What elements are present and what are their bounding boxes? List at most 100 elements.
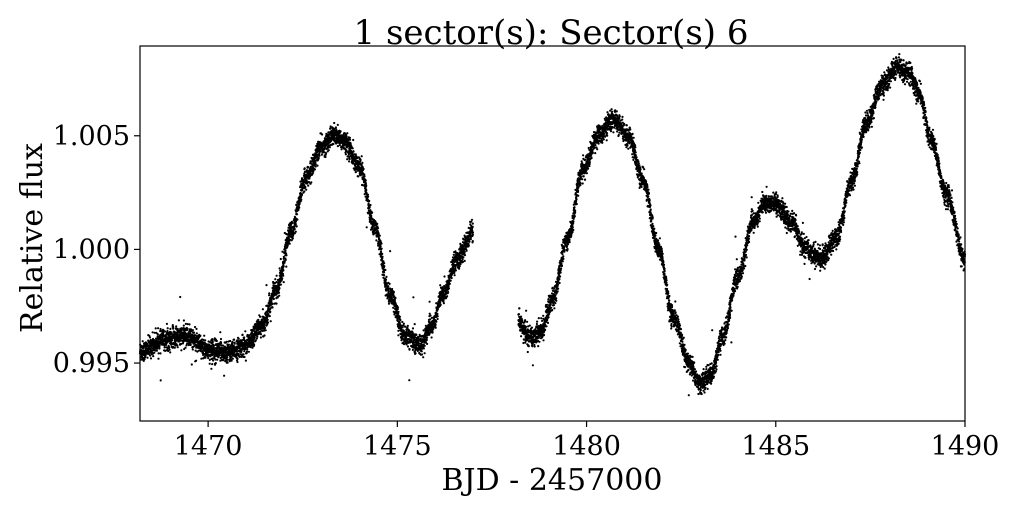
data-point	[546, 321, 550, 324]
data-point	[253, 336, 256, 339]
data-point	[231, 357, 234, 360]
data-point	[566, 243, 570, 246]
data-point	[408, 348, 411, 351]
data-point	[243, 336, 246, 339]
data-point	[186, 323, 189, 326]
data-point	[422, 347, 425, 350]
data-point	[276, 296, 279, 299]
data-point	[430, 336, 433, 339]
data-point	[332, 142, 335, 146]
data-point	[443, 275, 446, 278]
data-point	[320, 153, 323, 156]
data-point	[568, 241, 571, 244]
data-point	[468, 240, 471, 243]
data-point	[172, 326, 175, 329]
data-point	[241, 333, 244, 336]
data-point	[561, 253, 564, 256]
data-point	[246, 348, 249, 351]
data-point	[216, 358, 219, 361]
data-point	[275, 302, 278, 305]
data-point	[352, 150, 355, 153]
data-point	[264, 329, 267, 332]
data-point	[420, 353, 424, 356]
data-point	[447, 291, 450, 294]
data-point	[263, 326, 267, 330]
data-point	[240, 350, 243, 353]
data-point	[169, 327, 172, 330]
data-point	[142, 359, 145, 362]
data-point	[193, 335, 196, 338]
data-point	[204, 339, 207, 342]
data-point	[471, 231, 475, 234]
data-point	[238, 355, 241, 358]
data-point	[537, 336, 541, 339]
data-point	[420, 350, 423, 353]
data-point	[303, 190, 306, 193]
data-point	[199, 334, 202, 337]
data-point	[271, 303, 274, 306]
data-point	[281, 277, 284, 280]
data-point	[519, 315, 523, 318]
data-point	[220, 342, 223, 345]
data-point	[384, 278, 388, 281]
data-point	[318, 154, 321, 157]
data-point	[301, 188, 304, 192]
data-point	[232, 345, 235, 348]
data-point	[272, 297, 275, 301]
data-point	[166, 327, 169, 330]
data-point	[261, 308, 264, 311]
data-point	[572, 222, 575, 225]
data-point	[526, 320, 529, 323]
data-point	[336, 145, 339, 148]
data-point	[548, 312, 551, 315]
data-point	[521, 319, 524, 322]
data-point	[201, 351, 205, 354]
data-point	[185, 344, 188, 347]
data-point	[422, 356, 425, 359]
data-point	[236, 360, 239, 364]
data-point	[387, 290, 390, 293]
data-point	[439, 303, 442, 306]
data-point	[471, 233, 474, 236]
data-point	[154, 327, 157, 330]
data-point	[434, 323, 437, 326]
data-point	[470, 218, 474, 221]
data-point	[295, 225, 298, 228]
chart-title: 1 sector(s): Sector(s) 6	[354, 13, 749, 53]
data-point	[556, 290, 559, 293]
data-point	[285, 265, 288, 268]
data-point	[533, 345, 536, 348]
data-point	[426, 342, 429, 345]
data-point	[577, 194, 580, 197]
data-point	[204, 356, 207, 359]
data-point	[195, 327, 198, 330]
data-point	[573, 215, 576, 218]
data-point	[235, 348, 239, 351]
data-point	[546, 303, 549, 306]
data-point	[379, 250, 383, 253]
data-point	[471, 225, 474, 228]
data-point	[383, 265, 386, 268]
data-point	[537, 345, 540, 348]
data-point	[291, 237, 294, 240]
data-point	[573, 206, 576, 209]
data-point	[202, 338, 205, 341]
data-point	[545, 325, 548, 328]
data-point	[559, 275, 562, 278]
data-point	[571, 230, 574, 234]
data-point	[531, 345, 534, 348]
data-point	[381, 252, 384, 255]
data-point	[184, 322, 187, 325]
data-point	[212, 344, 215, 347]
data-point	[414, 352, 417, 355]
data-point	[244, 359, 247, 362]
data-point	[348, 157, 351, 161]
data-point	[361, 161, 364, 164]
data-point	[369, 203, 372, 207]
data-point	[397, 334, 400, 337]
data-point	[192, 331, 196, 334]
data-point	[559, 271, 562, 274]
data-point	[189, 332, 192, 335]
data-point	[435, 320, 438, 323]
data-point	[467, 244, 470, 247]
